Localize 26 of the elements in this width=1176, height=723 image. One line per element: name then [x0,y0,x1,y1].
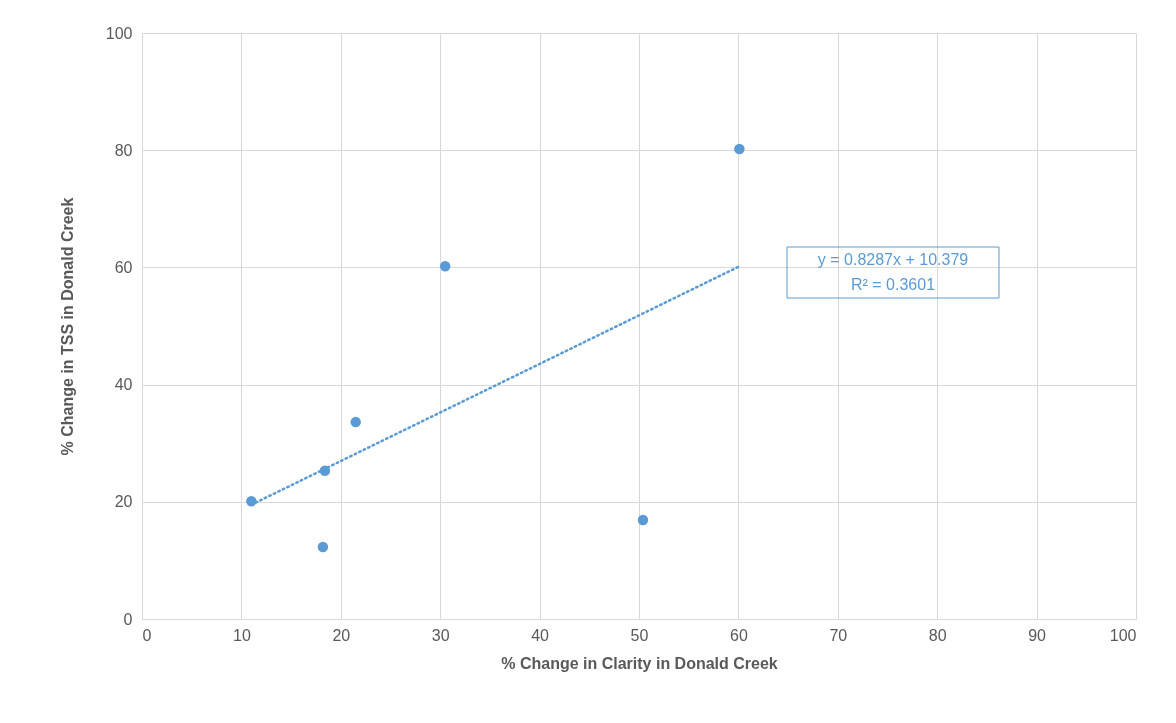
x-tick-label: 40 [531,626,550,644]
point [637,514,649,526]
x-tick-label: 20 [332,626,351,644]
point [734,143,745,155]
annotation: R² = 0.3601 [850,276,936,293]
x-tick-label: 100 [1109,626,1137,644]
point [317,541,329,553]
point [439,260,451,272]
y-tick-label: 80 [114,141,133,159]
y-tick-label: 20 [114,493,133,511]
annotation: y = 0.8287x + 10.379 [817,251,969,268]
x-tick-label: 80 [928,626,947,644]
y-tick-label: 60 [114,258,133,276]
y-tick-label: 0 [123,610,133,628]
x-tick-label: 0 [142,626,152,644]
x-tick-label: 10 [233,626,251,644]
y-axis-title: % Change in TSS in Donald Creek [58,197,76,456]
x-tick-label: 50 [630,626,649,644]
x-tick-label: 90 [1028,626,1047,644]
x-tick-label: 30 [431,626,450,644]
x-axis-title: % Change in Clarity in Donald Creek [501,654,778,672]
y-tick-label: 40 [114,376,133,394]
point [350,416,361,428]
x-tick-label: 70 [829,626,848,644]
x-tick-label: 60 [730,626,748,644]
y-tick-label: 100 [105,24,133,42]
